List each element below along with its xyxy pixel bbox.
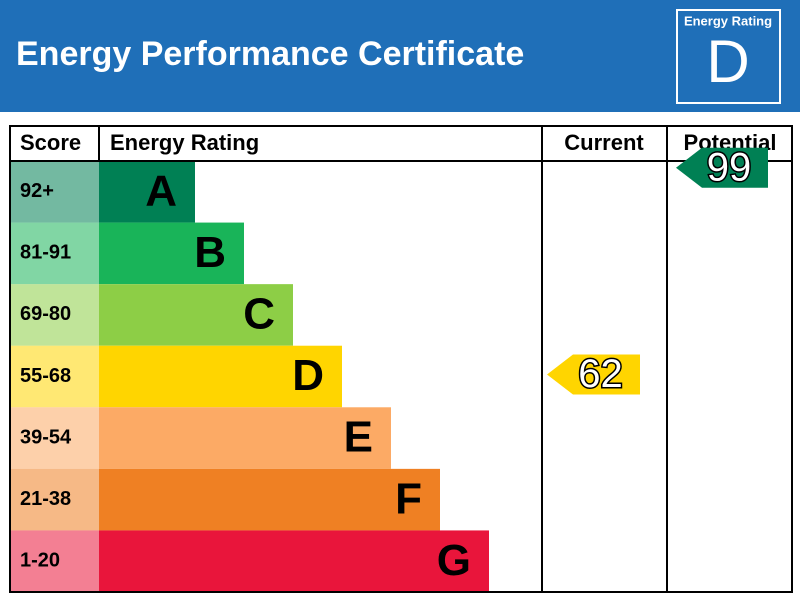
rating-bar	[99, 407, 391, 469]
score-cell	[10, 530, 99, 592]
rating-letter: B	[194, 228, 226, 277]
badge-rating: D	[706, 28, 749, 95]
rating-letter: D	[292, 351, 324, 400]
rating-letter: A	[145, 166, 177, 215]
potential-arrow	[676, 147, 768, 188]
rating-letter: F	[395, 474, 422, 523]
header-title: Energy Performance Certificate	[16, 35, 524, 73]
score-cell	[10, 407, 99, 469]
score-cell	[10, 468, 99, 531]
score-cell	[10, 284, 99, 346]
column-header: Score	[20, 130, 81, 155]
rating-letter: G	[437, 536, 471, 585]
score-cell	[10, 345, 99, 408]
column-header: Energy Rating	[110, 130, 259, 155]
score-label: 1-20	[20, 549, 60, 571]
score-label: 81-91	[20, 242, 71, 264]
score-label: 69-80	[20, 303, 71, 325]
score-label: 39-54	[20, 426, 72, 448]
rating-letter: C	[243, 290, 275, 339]
score-cell	[10, 161, 99, 223]
current-value: 62	[578, 352, 623, 396]
score-cell	[10, 222, 99, 285]
score-label: 92+	[20, 180, 54, 202]
rating-bar	[99, 284, 293, 346]
badge-box	[676, 9, 781, 104]
column-header: Current	[564, 130, 644, 155]
score-label: 55-68	[20, 365, 71, 387]
table-border	[9, 125, 793, 593]
rating-letter: E	[344, 413, 373, 462]
rating-bar	[99, 345, 342, 408]
rating-bar	[99, 161, 195, 223]
header-bar	[0, 0, 800, 112]
potential-value: 99	[707, 145, 752, 189]
badge-label: Energy Rating	[684, 13, 772, 28]
rating-bar	[99, 222, 244, 285]
current-arrow	[547, 354, 640, 395]
score-label: 21-38	[20, 488, 71, 510]
rating-bar	[99, 468, 440, 531]
rating-bar	[99, 530, 489, 592]
